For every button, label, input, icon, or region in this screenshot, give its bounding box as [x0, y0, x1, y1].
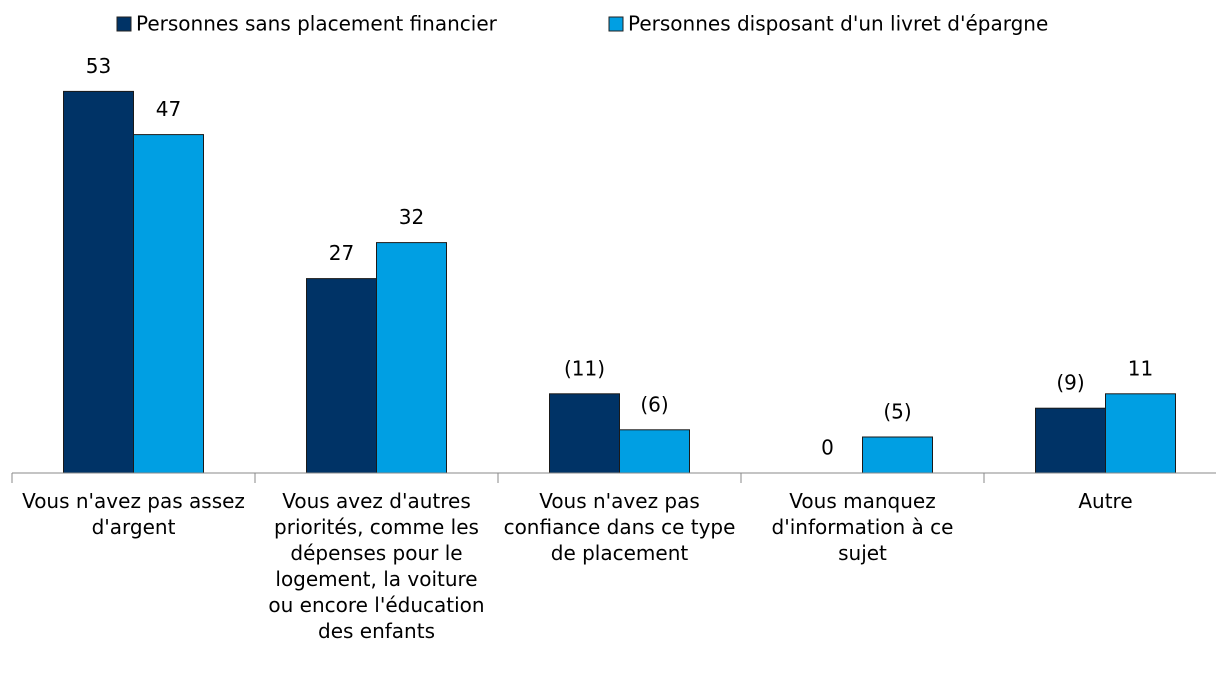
legend-label: Personnes sans placement financier [136, 12, 498, 36]
data-label: 47 [156, 97, 181, 121]
x-tick-label: Vous n'avez pas confiance dans ce type d… [503, 489, 736, 565]
bar [549, 393, 620, 474]
bar [619, 429, 690, 474]
bar [306, 278, 377, 474]
legend-label: Personnes disposant d'un livret d'épargn… [628, 12, 1048, 36]
x-tick-label: Vous avez d'autres priorités, comme les … [268, 489, 485, 643]
bar [376, 242, 447, 474]
bar [862, 436, 933, 474]
bar [63, 90, 134, 474]
data-label: 27 [329, 241, 354, 265]
legend-swatch [608, 16, 624, 32]
bar [133, 134, 204, 474]
data-label: 53 [86, 54, 111, 78]
data-label: (6) [640, 392, 668, 416]
bar [1035, 407, 1106, 474]
bar [1105, 393, 1176, 474]
x-tick-label: Autre [1078, 489, 1133, 513]
x-tick-label: Vous manquez d'information à ce sujet [771, 489, 954, 565]
data-label: 11 [1128, 356, 1153, 380]
data-label: 32 [399, 205, 424, 229]
legend-swatch [116, 16, 132, 32]
data-label: 0 [821, 436, 834, 460]
data-label: (9) [1056, 371, 1084, 395]
data-label: (11) [564, 356, 605, 380]
data-label: (5) [883, 400, 911, 424]
x-tick-label: Vous n'avez pas assez d'argent [22, 489, 245, 539]
